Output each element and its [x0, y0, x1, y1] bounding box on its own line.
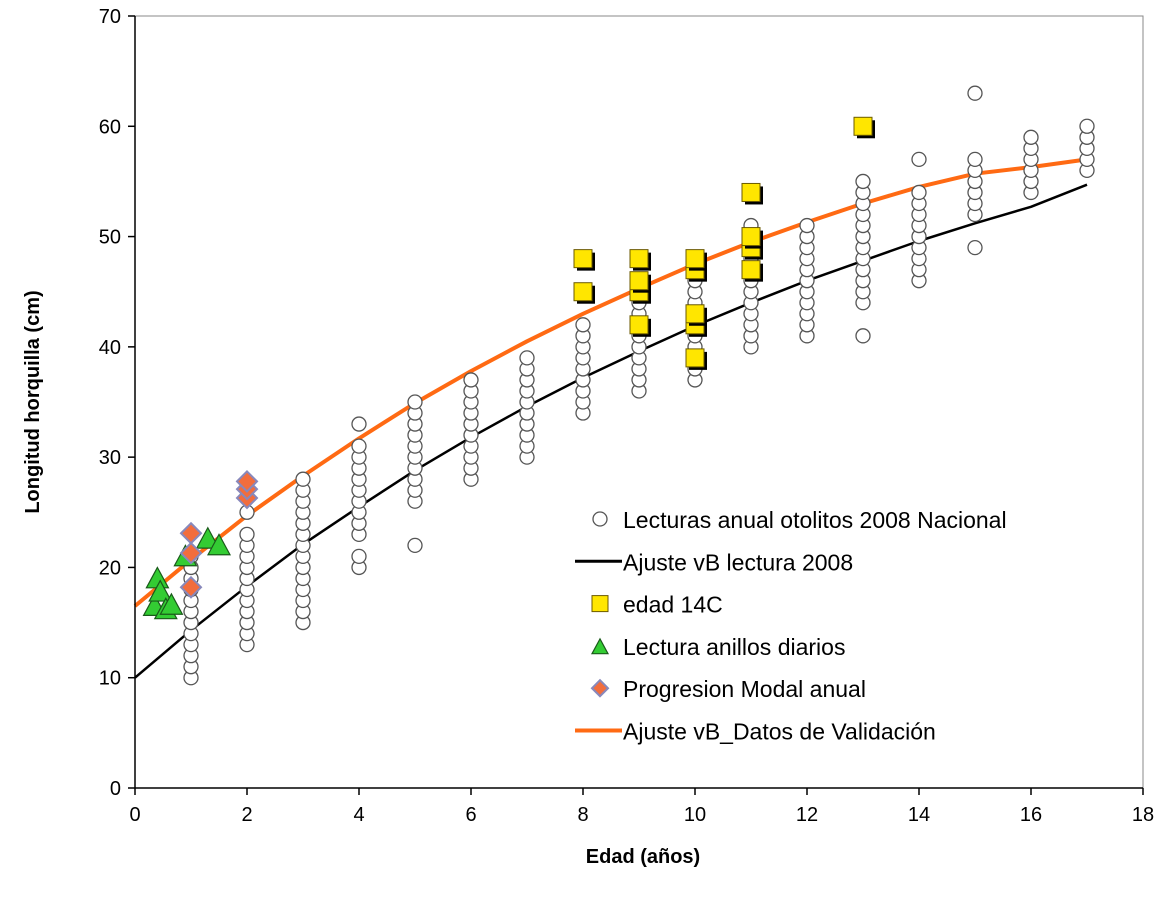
daily-ring-point [148, 579, 173, 602]
legend-square [591, 595, 609, 613]
daily-ring-point [206, 533, 232, 556]
otolith-point [967, 85, 983, 101]
daily-ring-point [590, 637, 610, 655]
c14-point [853, 116, 873, 136]
legend-label: Ajuste vB lectura 2008 [623, 549, 853, 575]
otolith-point [1079, 118, 1095, 134]
c14-point [685, 249, 705, 269]
otolith-point [351, 416, 367, 432]
y-tick-label: 70 [99, 6, 121, 28]
daily-ring-point [159, 592, 184, 615]
otolith-point [855, 173, 871, 190]
y-tick-label: 50 [99, 227, 121, 249]
otolith-point [967, 239, 983, 256]
otolith-point [911, 151, 927, 168]
modal-progression-point [235, 469, 259, 493]
fit-lines [133, 157, 1088, 679]
otolith-point [239, 526, 255, 542]
y-tick-label: 60 [99, 116, 121, 138]
modal-progression-point [179, 541, 203, 565]
x-axis-title: Edad (años) [586, 846, 700, 868]
otolith-point [592, 511, 608, 527]
x-tick-label: 14 [908, 804, 930, 826]
modal-progression-point [590, 678, 610, 698]
otolith-point [575, 317, 591, 333]
c14-point [629, 249, 649, 269]
x-tick-label: 16 [1020, 804, 1042, 826]
legend-label: Lecturas anual otolitos 2008 Nacional [623, 507, 1007, 533]
modal-progression-point [179, 521, 203, 545]
fit-line-validation [133, 157, 1088, 608]
modal-progression-point [179, 575, 203, 599]
otolith-point [351, 548, 367, 565]
c14-point [741, 227, 761, 247]
otolith-point [407, 394, 423, 410]
otolith-point [463, 372, 479, 388]
x-tick-label: 18 [1132, 804, 1154, 826]
fit-line-2008 [134, 183, 1088, 679]
x-tick-label: 12 [796, 804, 818, 826]
c14-point [629, 315, 649, 335]
c14-point [573, 249, 593, 269]
legend-label: Ajuste vB_Datos de Validación [623, 719, 936, 745]
c14-point [573, 282, 593, 302]
x-tick-label: 2 [241, 804, 252, 826]
data-points [142, 85, 1095, 686]
c14-point [685, 304, 705, 324]
otolith-point [1023, 129, 1039, 145]
y-tick-label: 10 [99, 668, 121, 690]
otolith-point [295, 471, 311, 487]
otolith-point [407, 537, 423, 554]
x-tick-label: 10 [684, 804, 706, 826]
otolith-point [911, 184, 927, 201]
otolith-point [351, 438, 367, 454]
legend-label: Lectura anillos diarios [623, 634, 845, 660]
y-tick-label: 40 [99, 337, 121, 359]
daily-ring-point [195, 526, 220, 549]
x-tick-label: 6 [465, 804, 476, 826]
legend-label: Progresion Modal anual [623, 676, 866, 702]
c14-point [741, 260, 761, 280]
y-tick-label: 0 [110, 778, 121, 800]
y-tick-label: 30 [99, 447, 121, 469]
otolith-point [967, 151, 983, 168]
plot-area [134, 15, 1144, 789]
x-tick-label: 8 [577, 804, 588, 826]
c14-point [629, 271, 649, 291]
legend: Lecturas anual otolitos 2008 Nacional Aju… [575, 507, 1007, 745]
c14-point [741, 182, 761, 202]
y-axis-title: Longitud horquilla (cm) [22, 290, 44, 513]
x-axis-ticks: 0 2 4 6 8 10 12 14 16 18 [129, 788, 1154, 826]
legend-label: edad 14C [623, 592, 723, 618]
x-tick-label: 4 [353, 804, 364, 826]
c14-point [685, 348, 705, 368]
otolith-point [799, 217, 815, 234]
y-axis-ticks: 0 10 20 30 40 50 60 70 [99, 6, 135, 800]
otolith-point [519, 350, 535, 366]
x-tick-label: 0 [129, 804, 140, 826]
otolith-point [855, 328, 871, 344]
y-tick-label: 20 [99, 557, 121, 579]
